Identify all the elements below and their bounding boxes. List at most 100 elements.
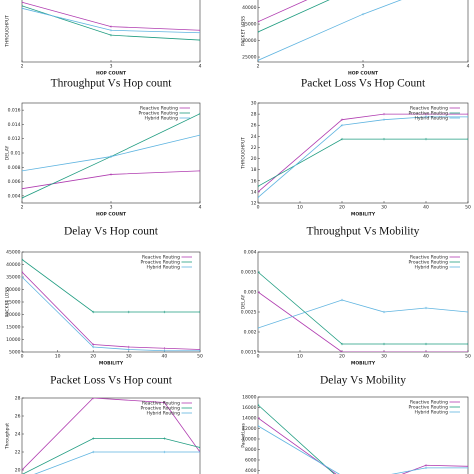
series-line bbox=[22, 271, 200, 350]
series-line bbox=[258, 0, 308, 23]
y-axis-label: Throughput bbox=[5, 423, 11, 450]
y-axis-label: PACKET LOSS bbox=[241, 16, 247, 46]
y-tick-label: 0.0025 bbox=[241, 310, 257, 316]
point-marker bbox=[466, 137, 468, 141]
x-axis-label: MOBILITY bbox=[351, 361, 376, 367]
x-axis-label: HOP COUNT bbox=[348, 71, 379, 77]
point-marker bbox=[258, 403, 260, 407]
point-marker bbox=[127, 348, 130, 351]
y-tick-label: 0.0015 bbox=[241, 350, 257, 356]
x-tick-label: 40 bbox=[423, 354, 429, 360]
point-marker bbox=[109, 173, 113, 176]
x-tick-label: 2 bbox=[257, 64, 260, 70]
x-axis-label: MOBILITY bbox=[99, 361, 124, 367]
point-marker bbox=[198, 169, 200, 173]
legend-label: Hybrid Routing bbox=[146, 411, 180, 417]
series-line bbox=[258, 116, 468, 198]
y-axis-label: PacketLoss bbox=[241, 423, 247, 448]
series-line bbox=[22, 438, 200, 474]
point-marker bbox=[198, 112, 200, 115]
chart-caption: Delay Vs Mobility bbox=[320, 375, 406, 387]
y-axis-label: THROUGHPUT bbox=[241, 137, 247, 170]
y-tick-label: 16000 bbox=[242, 405, 256, 411]
legend-label: Proactive Routing bbox=[140, 260, 180, 266]
point-marker bbox=[340, 137, 344, 141]
legend-label: Proactive Routing bbox=[408, 260, 448, 266]
y-tick-label: 12000 bbox=[242, 426, 256, 432]
y-tick-label: 15000 bbox=[6, 325, 20, 331]
point-marker bbox=[163, 310, 166, 314]
y-tick-label: 35000 bbox=[6, 275, 20, 281]
plot-lines bbox=[258, 270, 468, 352]
y-tick-label: 0.004 bbox=[244, 250, 257, 256]
point-marker bbox=[198, 349, 200, 352]
series-line bbox=[34, 451, 200, 474]
chart-caption: Packet Loss Vs Hop Count bbox=[301, 78, 426, 90]
x-tick-label: 20 bbox=[90, 354, 96, 360]
x-tick-label: 10 bbox=[297, 205, 303, 211]
point-marker bbox=[109, 29, 113, 32]
chart: 0.004 0.006 0.008 0.01 0.012 0.014 0.016 2 3 4 HOP… bbox=[5, 102, 202, 238]
y-tick-label: 45000 bbox=[6, 250, 20, 256]
plot-lines bbox=[258, 112, 468, 199]
point-marker bbox=[92, 450, 95, 454]
x-tick-label: 0 bbox=[257, 354, 260, 360]
x-tick-label: 2 bbox=[21, 64, 24, 70]
y-axis-label: DELAY bbox=[5, 146, 11, 161]
chart-caption: Packet Loss Vs Hop count bbox=[50, 375, 173, 387]
chart-caption: Throughput Vs Mobility bbox=[307, 226, 420, 238]
point-marker bbox=[424, 115, 428, 119]
point-marker bbox=[258, 196, 260, 199]
x-tick-label: 4 bbox=[199, 64, 202, 70]
y-tick-label: 28 bbox=[251, 112, 257, 118]
x-tick-label: 0 bbox=[257, 205, 260, 211]
series-line bbox=[258, 291, 468, 352]
point-marker bbox=[340, 124, 344, 127]
y-tick-label: 5000 bbox=[9, 350, 21, 356]
y-tick-label: 28 bbox=[15, 396, 21, 402]
y-tick-label: 4000 bbox=[245, 468, 257, 474]
y-axis-label: PACKET LOSS bbox=[5, 287, 11, 317]
point-marker bbox=[109, 155, 113, 158]
point-marker bbox=[92, 398, 95, 400]
y-tick-label: 0.01 bbox=[10, 151, 20, 157]
point-marker bbox=[22, 169, 24, 173]
y-tick-label: 40000 bbox=[242, 5, 256, 11]
point-marker bbox=[424, 342, 428, 346]
point-marker bbox=[382, 342, 386, 346]
y-tick-label: 0.004 bbox=[8, 193, 21, 199]
point-marker bbox=[340, 350, 344, 352]
point-marker bbox=[382, 112, 386, 116]
x-tick-label: 3 bbox=[110, 64, 113, 70]
legend-label: Hybrid Routing bbox=[414, 116, 448, 122]
x-tick-label: 40 bbox=[423, 205, 429, 211]
x-tick-label: 30 bbox=[381, 354, 387, 360]
point-marker bbox=[163, 349, 166, 352]
legend-label: Proactive Routing bbox=[408, 405, 448, 411]
point-marker bbox=[361, 12, 365, 16]
point-marker bbox=[466, 466, 468, 470]
y-tick-label: 20 bbox=[251, 156, 257, 162]
y-tick-label: 0.0035 bbox=[241, 270, 257, 276]
series-line bbox=[258, 138, 468, 187]
chart: 4000 6000 8000 10000 12000 14000 16000 18000 Pac… bbox=[241, 395, 469, 474]
y-tick-label: 14 bbox=[251, 189, 257, 195]
chart: 2 3 4 HOP COUNT THROUGHPUT Throughput Vs Hop … bbox=[5, 0, 202, 90]
x-tick-label: 20 bbox=[339, 354, 345, 360]
point-marker bbox=[198, 310, 200, 314]
point-marker bbox=[92, 345, 95, 349]
chart: 0.0015 0.002 0.0025 0.003 0.0035 0.004 0 10 20 30… bbox=[241, 250, 471, 387]
x-tick-label: 50 bbox=[197, 354, 203, 360]
y-tick-label: 0.003 bbox=[244, 290, 257, 296]
point-marker bbox=[198, 450, 200, 454]
x-tick-label: 10 bbox=[297, 354, 303, 360]
point-marker bbox=[258, 326, 260, 330]
legend-label: Reactive Routing bbox=[410, 255, 448, 261]
y-tick-label: 0.006 bbox=[8, 179, 21, 185]
y-tick-label: 0.012 bbox=[8, 136, 21, 142]
point-marker bbox=[22, 275, 24, 279]
y-tick-label: 8000 bbox=[245, 447, 257, 453]
point-marker bbox=[198, 446, 200, 449]
point-marker bbox=[92, 343, 95, 346]
